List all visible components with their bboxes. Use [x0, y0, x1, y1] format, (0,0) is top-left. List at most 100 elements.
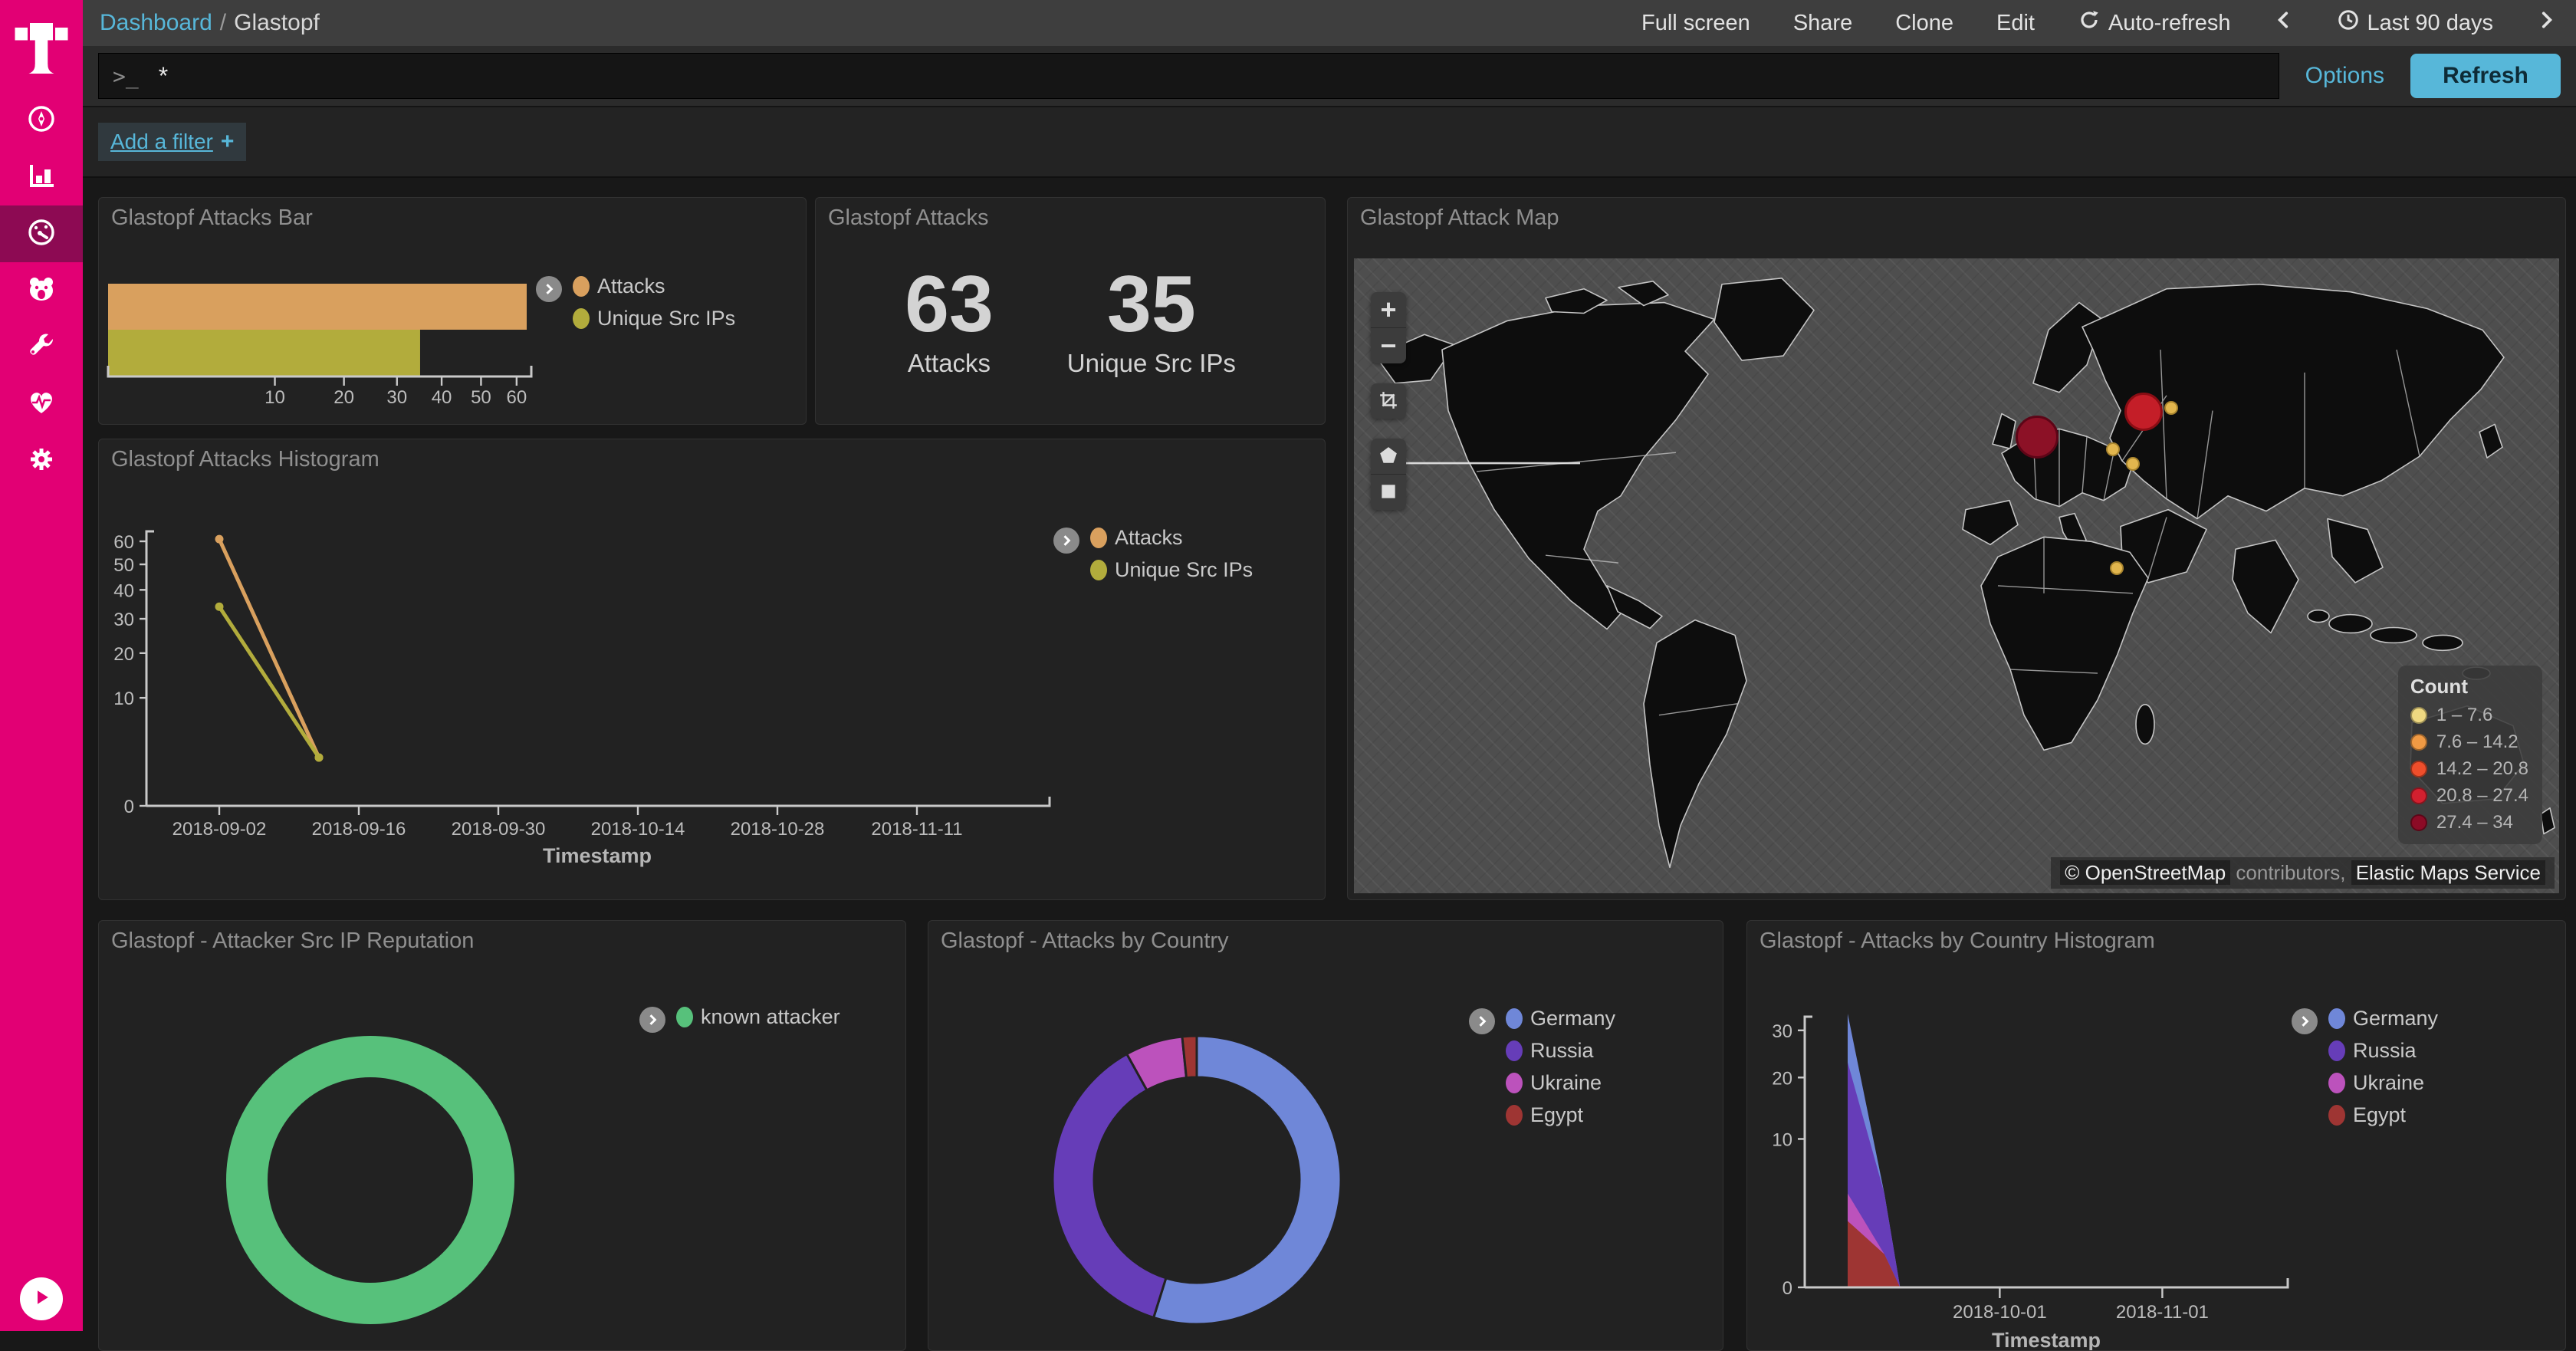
- sidebar: [0, 0, 83, 1331]
- country-donut-chart[interactable]: [928, 921, 1723, 1350]
- fullscreen-button[interactable]: Full screen: [1641, 11, 1750, 36]
- sidebar-item-bear[interactable]: [0, 262, 83, 319]
- map-fit-bounds-button[interactable]: [1371, 383, 1406, 419]
- svg-text:40: 40: [432, 387, 452, 408]
- legend-label[interactable]: Unique Src IPs: [1115, 558, 1253, 582]
- attacks-histogram-chart[interactable]: 01020304050602018-09-022018-09-162018-09…: [99, 439, 1325, 899]
- share-button[interactable]: Share: [1793, 11, 1852, 36]
- attack-location-dot: [2164, 401, 2178, 415]
- map-zoom-in-button[interactable]: +: [1371, 292, 1406, 327]
- legend-label[interactable]: Ukraine: [1530, 1071, 1602, 1095]
- legend: known attacker: [639, 1005, 840, 1033]
- svg-text:0: 0: [1783, 1278, 1792, 1299]
- sidebar-item-management[interactable]: [0, 432, 83, 489]
- legend-label[interactable]: Russia: [1530, 1039, 1594, 1063]
- time-picker-button[interactable]: Last 90 days: [2337, 8, 2493, 38]
- svg-text:20: 20: [1772, 1068, 1792, 1089]
- map-legend-row: 20.8 – 27.4: [2410, 785, 2528, 807]
- add-filter-button[interactable]: Add a filter+: [98, 123, 246, 161]
- sidebar-item-monitoring[interactable]: [0, 376, 83, 432]
- sidebar-item-dashboard[interactable]: [0, 205, 83, 262]
- world-map[interactable]: + −: [1354, 258, 2559, 893]
- breadcrumb: Dashboard/Glastopf: [100, 10, 320, 36]
- map-legend-title: Count: [2410, 675, 2528, 699]
- svg-text:Timestamp: Timestamp: [543, 844, 652, 867]
- panel-attacks-by-country: Glastopf - Attacks by Country Germany Ru…: [928, 920, 1723, 1351]
- map-legend-dot: [2410, 761, 2427, 777]
- sidebar-item-devtools[interactable]: [0, 319, 83, 376]
- clock-icon: [2337, 8, 2360, 38]
- auto-refresh-button[interactable]: Auto-refresh: [2078, 8, 2231, 38]
- country-histogram-chart[interactable]: 01020302018-10-012018-11-01Timestamp: [1747, 921, 2565, 1350]
- metric-label: Unique Src IPs: [1067, 349, 1236, 378]
- legend-dot: [1506, 1040, 1523, 1061]
- legend-toggle-chevron[interactable]: [1469, 1008, 1495, 1034]
- legend-toggle-chevron[interactable]: [639, 1007, 665, 1033]
- chevron-right-icon: [2536, 10, 2556, 36]
- svg-text:2018-09-16: 2018-09-16: [312, 819, 406, 840]
- sidebar-collapse-button[interactable]: [20, 1277, 63, 1320]
- legend-toggle-chevron[interactable]: [1053, 528, 1079, 554]
- legend: Attacks Unique Src IPs: [1053, 526, 1253, 582]
- metric-value: 35: [1067, 265, 1236, 344]
- svg-text:30: 30: [113, 610, 134, 630]
- legend: Attacks Unique Src IPs: [536, 274, 735, 330]
- refresh-button[interactable]: Refresh: [2410, 54, 2561, 98]
- legend-toggle-chevron[interactable]: [2292, 1008, 2318, 1034]
- legend-label[interactable]: Egypt: [1530, 1103, 1583, 1127]
- elastic-maps-link[interactable]: Elastic Maps Service: [2351, 860, 2545, 885]
- sidebar-item-visualize[interactable]: [0, 149, 83, 205]
- map-legend-row: 14.2 – 20.8: [2410, 758, 2528, 780]
- compass-icon: [26, 104, 57, 138]
- legend-label[interactable]: Ukraine: [2353, 1071, 2424, 1095]
- map-attribution: © OpenStreetMap contributors, Elastic Ma…: [2051, 857, 2555, 889]
- legend-toggle-chevron[interactable]: [536, 276, 562, 302]
- svg-text:2018-09-30: 2018-09-30: [452, 819, 546, 840]
- gear-icon: [26, 444, 57, 478]
- map-continents: [1354, 258, 2559, 893]
- dashboard-grid: Glastopf Attacks Bar 102030405060 Attack…: [83, 178, 2576, 1331]
- square-icon: [1378, 476, 1398, 508]
- time-back-button[interactable]: [2274, 10, 2294, 36]
- legend-label[interactable]: known attacker: [701, 1005, 840, 1029]
- console-prompt-icon: >_: [113, 64, 139, 89]
- crop-icon: [1378, 385, 1398, 417]
- map-draw-rectangle-button[interactable]: [1371, 474, 1406, 510]
- legend-label[interactable]: Attacks: [1115, 526, 1183, 550]
- legend-label[interactable]: Russia: [2353, 1039, 2417, 1063]
- legend-label[interactable]: Egypt: [2353, 1103, 2406, 1127]
- svg-text:10: 10: [113, 689, 134, 709]
- legend-dot: [2328, 1073, 2345, 1093]
- map-legend-range: 20.8 – 27.4: [2436, 785, 2528, 807]
- osm-link[interactable]: © OpenStreetMap: [2060, 860, 2230, 885]
- svg-text:20: 20: [334, 387, 354, 408]
- play-circle-icon: [30, 1286, 53, 1313]
- svg-text:2018-10-01: 2018-10-01: [1953, 1302, 2047, 1323]
- legend-label[interactable]: Germany: [2353, 1007, 2438, 1031]
- svg-text:0: 0: [124, 797, 134, 817]
- panel-src-ip-reputation: Glastopf - Attacker Src IP Reputation kn…: [98, 920, 906, 1351]
- map-legend-range: 27.4 – 34: [2436, 812, 2513, 833]
- refresh-cw-icon: [2078, 8, 2101, 38]
- time-forward-button[interactable]: [2536, 10, 2556, 36]
- metric-label: Attacks: [905, 349, 994, 378]
- map-legend-range: 7.6 – 14.2: [2436, 731, 2518, 753]
- search-input[interactable]: [157, 61, 2265, 91]
- options-link[interactable]: Options: [2305, 63, 2384, 89]
- svg-text:20: 20: [113, 644, 134, 665]
- map-zoom-out-button[interactable]: −: [1371, 327, 1406, 363]
- legend-dot: [2328, 1105, 2345, 1126]
- legend-label[interactable]: Germany: [1530, 1007, 1615, 1031]
- edit-button[interactable]: Edit: [1996, 11, 2035, 36]
- metric-unique-src-ips: 35 Unique Src IPs: [1067, 265, 1236, 378]
- svg-text:40: 40: [113, 580, 134, 601]
- map-count-legend: Count 1 – 7.67.6 – 14.214.2 – 20.820.8 –…: [2398, 666, 2542, 844]
- map-draw-polygon-button[interactable]: [1371, 439, 1406, 474]
- sidebar-item-discover[interactable]: [0, 92, 83, 149]
- legend-label[interactable]: Unique Src IPs: [597, 307, 735, 330]
- map-legend-row: 27.4 – 34: [2410, 812, 2528, 833]
- breadcrumb-dashboard-link[interactable]: Dashboard: [100, 10, 212, 35]
- reputation-donut-chart[interactable]: [99, 921, 905, 1350]
- legend-label[interactable]: Attacks: [597, 274, 665, 298]
- clone-button[interactable]: Clone: [1895, 11, 1953, 36]
